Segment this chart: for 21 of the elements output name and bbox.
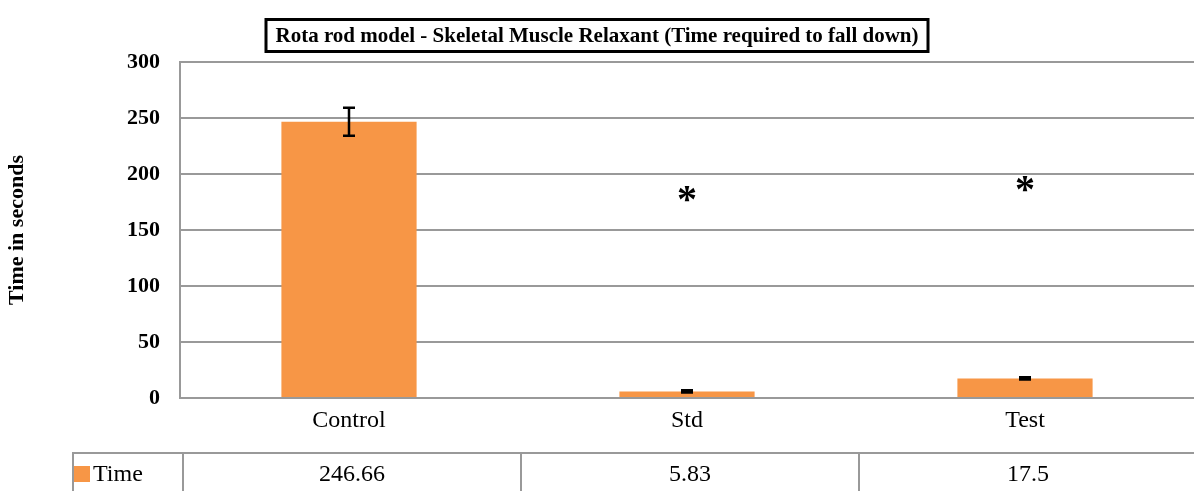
- y-tick-label: 100: [127, 271, 160, 297]
- y-axis-title: Time in seconds: [2, 154, 28, 305]
- annotation: *: [1015, 166, 1035, 212]
- data-label: 17.5: [858, 454, 1194, 491]
- bar: [619, 391, 755, 397]
- x-tick-label: Control: [312, 405, 386, 432]
- bar: [281, 121, 417, 397]
- y-tick-label: 150: [127, 215, 160, 241]
- data-label: 246.66: [182, 454, 520, 491]
- chart-title: Rota rod model - Skeletal Muscle Relaxant (Time required to fall down): [264, 18, 930, 53]
- annotation: *: [677, 176, 697, 222]
- bar: [957, 378, 1093, 397]
- y-tick-label: 0: [149, 383, 160, 409]
- y-tick-label: 50: [138, 327, 160, 353]
- x-tick-label: Test: [1005, 405, 1046, 432]
- legend-label: Time: [72, 454, 182, 491]
- data-label: 5.83: [520, 454, 858, 491]
- y-tick-label: 300: [127, 47, 160, 73]
- y-tick-label: 200: [127, 159, 160, 185]
- x-tick-label: Std: [670, 405, 704, 432]
- y-tick-label: 250: [127, 103, 160, 129]
